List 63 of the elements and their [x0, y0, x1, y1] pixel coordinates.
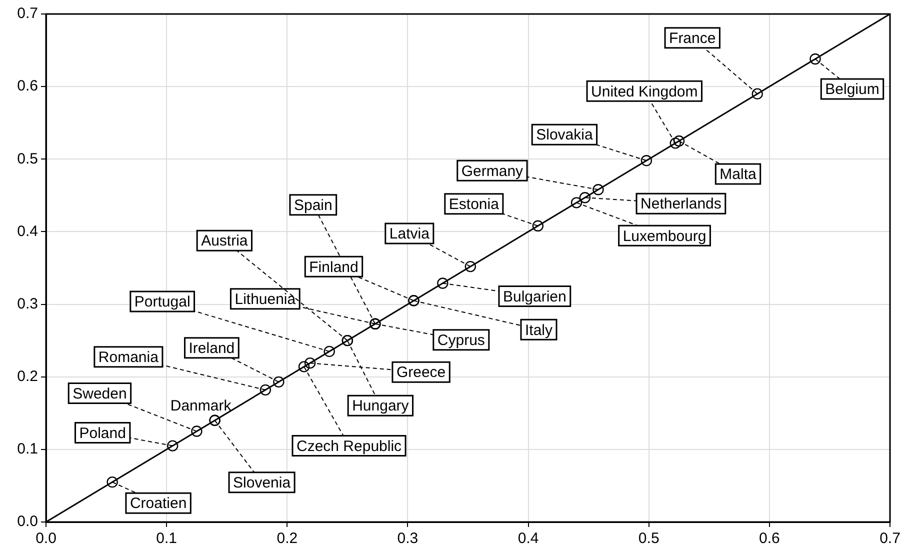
point [673, 135, 685, 147]
annotation: Hungary [352, 398, 410, 415]
annotation: United Kingdom [591, 83, 698, 100]
annotation: Portugal [134, 294, 190, 311]
annotation: Luxembourg [622, 228, 706, 245]
annotation: Bulgarien [502, 288, 566, 306]
point [191, 426, 202, 437]
x-tick-label: 0.4 [518, 530, 539, 548]
annotation: Romania [98, 349, 160, 366]
annotation: Ireland [188, 340, 235, 358]
point [324, 346, 335, 358]
x-tick-label: 0.6 [759, 530, 780, 548]
x-tick-label: 0.1 [156, 530, 177, 548]
annotation: Malta [720, 166, 757, 184]
x-tick-label: 0.2 [276, 530, 298, 548]
annotation: Croatien [130, 495, 187, 512]
point [298, 361, 310, 372]
y-tick-label: 0.1 [17, 440, 38, 458]
annotation: Lithuenia [234, 291, 296, 308]
point [670, 138, 681, 149]
y-tick-label: 0.5 [17, 150, 38, 168]
point [579, 192, 591, 204]
y-tick-label: 0.2 [17, 368, 38, 385]
y-tick-label: 0.6 [17, 78, 38, 95]
y-tick-label: 0.7 [17, 5, 38, 22]
y-tick-label: 0.3 [17, 295, 38, 312]
annotation: Estonia [448, 196, 500, 214]
annotation: Finland [309, 258, 358, 276]
point [640, 154, 652, 166]
annotation: Belgium [825, 81, 880, 98]
annotation: France [669, 30, 716, 47]
x-tick-label: 0.7 [880, 530, 900, 548]
point [437, 278, 448, 289]
annotation: Cyprus [437, 332, 485, 350]
point [260, 384, 272, 396]
point [304, 357, 316, 369]
y-tick-label: 0.0 [17, 513, 38, 530]
y-tick-label: 0.4 [17, 222, 38, 240]
annotation: Slovenia [233, 474, 292, 492]
annotation: Danmark [170, 398, 232, 415]
point [810, 53, 821, 65]
annotation: Austria [201, 232, 248, 250]
annotation: Latvia [389, 226, 430, 243]
annotation: Italy [524, 322, 553, 339]
annotation: Germany [461, 162, 524, 180]
annotation: Sweden [72, 385, 127, 402]
annotation: Czech Republic [296, 438, 402, 455]
point [167, 440, 178, 452]
point [752, 88, 763, 100]
annotation: Slovakia [536, 126, 594, 144]
annotation: Netherlands [640, 196, 722, 213]
x-tick-label: 0.3 [397, 530, 418, 548]
point [532, 220, 544, 232]
annotation: Greece [396, 364, 446, 382]
annotation: Poland [79, 424, 126, 442]
x-tick-label: 0.5 [638, 530, 660, 548]
point [106, 476, 118, 488]
point [273, 376, 284, 388]
x-tick-label: 0.0 [36, 530, 56, 548]
point [592, 184, 604, 196]
annotation: Spain [294, 197, 332, 214]
point [570, 197, 582, 208]
point [464, 260, 476, 272]
